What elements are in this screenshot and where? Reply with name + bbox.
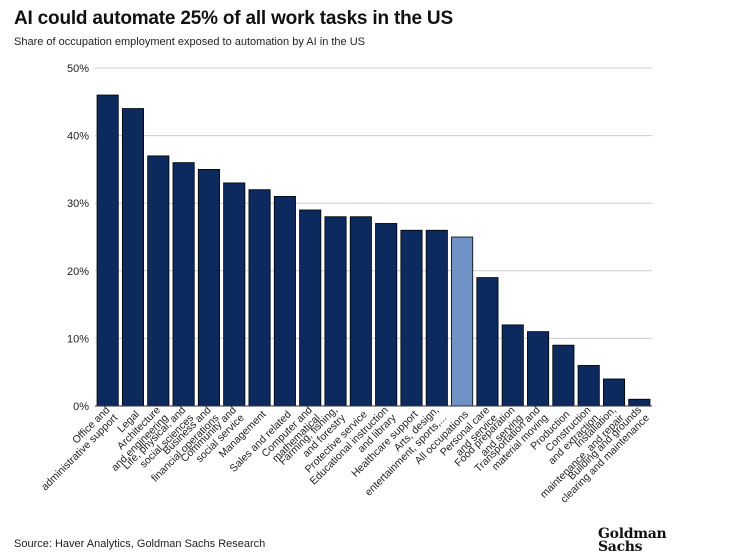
- bar: [375, 223, 398, 407]
- y-tick-label: 50%: [67, 63, 89, 75]
- y-tick-label: 30%: [67, 198, 89, 210]
- logo-line-2: Sachs: [598, 539, 643, 555]
- goldman-sachs-logo: Goldman Sachs: [598, 526, 667, 555]
- bar: [400, 229, 423, 407]
- bar: [501, 324, 524, 407]
- bar: [602, 378, 626, 407]
- bar: [96, 94, 119, 407]
- bar: [197, 168, 220, 407]
- bar: [349, 216, 372, 407]
- source-note: Source: Haver Analytics, Goldman Sachs R…: [14, 538, 266, 550]
- bar: [476, 277, 499, 407]
- bar: [273, 196, 296, 407]
- bar: [425, 229, 448, 407]
- bar: [324, 216, 347, 407]
- bar: [248, 189, 271, 407]
- bar: [121, 108, 145, 407]
- bar: [147, 155, 170, 407]
- bar: [172, 162, 195, 407]
- y-tick-label: 20%: [67, 266, 89, 278]
- y-tick-label: 40%: [67, 131, 89, 143]
- chart-title: AI could automate 25% of all work tasks …: [14, 8, 453, 29]
- bar: [223, 182, 246, 407]
- category-label: Office andadministrative support: [31, 404, 120, 493]
- bar: [552, 344, 575, 407]
- y-tick-label: 10%: [67, 333, 89, 345]
- bar: [299, 209, 322, 407]
- bar: [527, 331, 550, 407]
- chart-subtitle: Share of occupation employment exposed t…: [14, 36, 365, 48]
- logo-line-1: Goldman: [598, 526, 667, 542]
- bar-highlight: [451, 236, 474, 407]
- bar-chart: 0% 10% 20% 30% 40% 50% Office andadministrativ…: [31, 63, 652, 506]
- y-tick-label: 0%: [73, 401, 89, 413]
- bar: [628, 398, 651, 407]
- bar: [577, 365, 600, 407]
